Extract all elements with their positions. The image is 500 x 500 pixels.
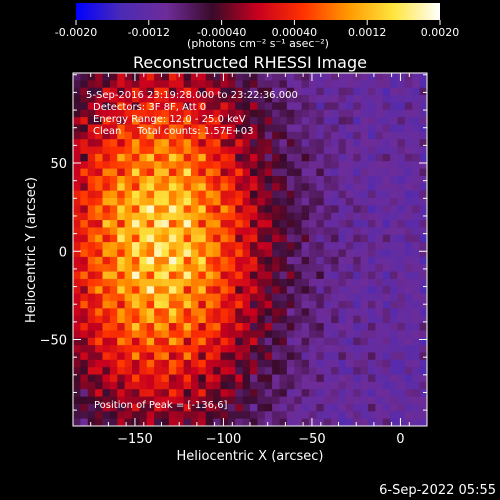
colorbar-ticks: -0.0020 -0.0012 -0.00040 0.00040 0.0012 0.002… — [55, 20, 459, 39]
annotation-detectors: Detectors: 3F 8F, Att 0 — [93, 102, 206, 113]
annotation-peak-position: Position of Peak = [-136,6] — [94, 400, 228, 411]
y-axis-label: Heliocentric Y (arcsec) — [24, 177, 39, 323]
heatmap-image — [73, 73, 427, 426]
x-tick-label: 0 — [396, 432, 404, 447]
chart-title: Reconstructed RHESSI Image — [133, 53, 367, 72]
footer-date: 6-Sep-2022 05:55 — [379, 483, 496, 498]
x-tick-label: −150 — [117, 432, 153, 447]
colorbar-tick-label: 0.0012 — [348, 26, 387, 39]
axis-ticks: −150 −100 −50 0 50 0 −50 — [40, 73, 427, 447]
colorbar — [76, 3, 440, 20]
colorbar-tick-label: -0.00040 — [197, 26, 246, 39]
annotation-time-range: 5-Sep-2016 23:19:28.000 to 23:22:36.000 — [86, 90, 298, 101]
x-axis-label: Heliocentric X (arcsec) — [177, 449, 324, 464]
colorbar-tick-label: -0.0012 — [128, 26, 170, 39]
colorbar-tick-label: 0.0020 — [421, 26, 460, 39]
colorbar-tick-label: 0.00040 — [272, 26, 318, 39]
y-tick-label: 50 — [50, 157, 67, 172]
annotation-clean-counts: Clean Total counts: 1.57E+03 — [93, 126, 253, 137]
y-tick-label: 0 — [59, 245, 67, 260]
colorbar-tick-label: -0.0020 — [55, 26, 97, 39]
colorbar-unit-label: (photons cm⁻² s⁻¹ asec⁻²) — [187, 37, 329, 50]
x-tick-label: −50 — [298, 432, 325, 447]
x-tick-label: −100 — [206, 432, 242, 447]
y-tick-label: −50 — [40, 334, 67, 349]
annotation-energy-range: Energy Range: 12.0 - 25.0 keV — [93, 114, 246, 125]
